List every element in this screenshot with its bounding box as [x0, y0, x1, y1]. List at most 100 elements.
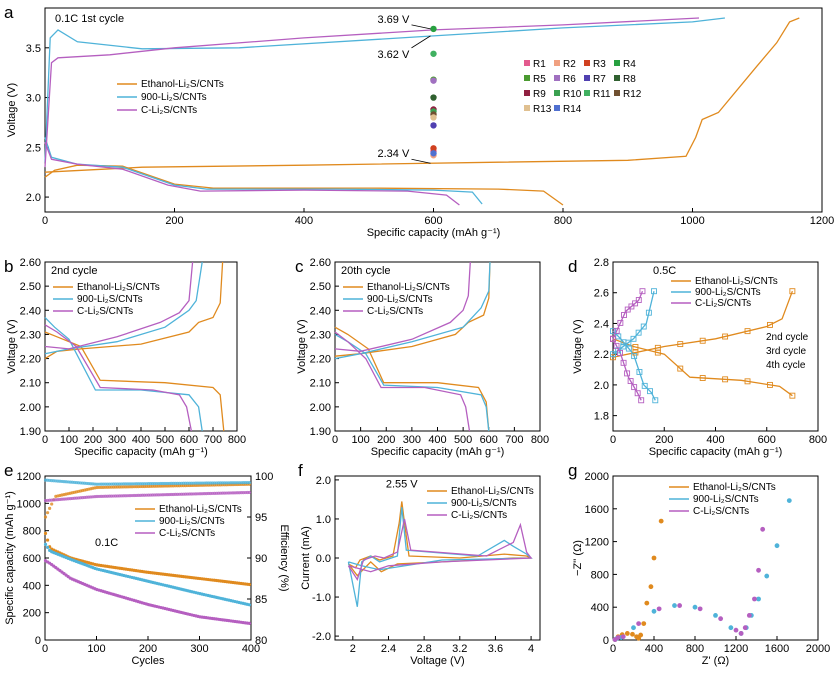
legend-label: Ethanol-Li₂S/CNTs [695, 276, 778, 287]
legend-label: Ethanol-Li₂S/CNTs [77, 282, 160, 293]
replicate-marker [430, 114, 437, 121]
y-tick-label: 2.30 [20, 329, 41, 341]
replicate-legend-label: R3 [593, 59, 606, 70]
cycle-marker [610, 328, 616, 335]
cycle-marker [651, 288, 657, 295]
nyquist-point [692, 604, 698, 610]
cycle-marker [652, 397, 659, 404]
legend-label: 900-Li₂S/CNTs [159, 516, 225, 527]
panel-letter: a [4, 3, 14, 22]
y-tick-label: 0 [603, 635, 609, 647]
cycle-marker [639, 288, 646, 295]
legend-label: 900-Li₂S/CNTs [695, 287, 761, 298]
replicate-marker [430, 122, 437, 129]
cycle-legend-label: 4th cycle [766, 360, 806, 371]
y-axis-label: Specific capacity (mAh g⁻¹) [4, 491, 16, 625]
x-tick-label: 700 [505, 434, 523, 446]
cv-curve [347, 518, 533, 582]
y-tick-label: 800 [23, 526, 41, 538]
panel-letter: g [568, 461, 577, 480]
replicate-marker [430, 77, 437, 84]
nyquist-point [752, 596, 757, 602]
cycle-marker [699, 337, 706, 344]
chart-title: 0.1C [95, 537, 118, 549]
x-tick-label: 4 [528, 643, 534, 655]
x-tick-label: 0 [42, 215, 48, 227]
x-axis-label: Specific capacity (mAh g⁻¹) [367, 227, 501, 239]
peak-annotation: 2.55 V [386, 478, 418, 490]
chart-title: 20th cycle [341, 265, 391, 277]
legend-label: C-Li₂S/CNTs [159, 528, 215, 539]
capacity-point [45, 545, 50, 549]
x-tick-label: 2.4 [381, 643, 396, 655]
x-tick-label: 300 [108, 434, 126, 446]
legend-label: 900-Li₂S/CNTs [141, 92, 207, 103]
discharge-curve [44, 164, 564, 206]
nyquist-point [630, 631, 635, 637]
cycle-marker [617, 349, 623, 356]
y-tick-label: 2.20 [20, 354, 41, 366]
x-axis-label: Z' (Ω) [702, 655, 729, 667]
x-tick-label: 200 [655, 434, 673, 446]
cycle-marker [624, 306, 631, 313]
replicate-marker [430, 50, 437, 57]
cycle-marker [628, 303, 635, 310]
cycle-marker [632, 349, 639, 356]
y-tick-label: 1.0 [316, 514, 331, 526]
x-tick-label: 600 [424, 215, 442, 227]
nyquist-point [658, 518, 664, 524]
replicate-marker [430, 25, 437, 33]
y-tick-label: 800 [591, 569, 609, 581]
y-tick-label: 3.5 [26, 43, 41, 55]
y2-axis-label: Efficiency (%) [278, 524, 290, 591]
panel-letter: d [568, 257, 577, 276]
x-tick-label: 3.2 [452, 643, 467, 655]
replicate-legend-swatch [524, 90, 530, 96]
replicate-legend-swatch [554, 105, 560, 111]
nyquist-point [733, 627, 739, 633]
cycle-marker [744, 328, 751, 335]
x-axis-label: Specific capacity (mAh g⁻¹) [649, 446, 783, 458]
replicate-legend-swatch [524, 60, 530, 66]
cycle-marker [636, 368, 643, 375]
cycle-marker [610, 335, 616, 342]
discharge-curve [44, 142, 460, 206]
annotation-arrow [411, 24, 431, 30]
discharge-curve [44, 137, 483, 205]
nyquist-point [713, 613, 718, 618]
cycle-marker [613, 327, 620, 334]
x-tick-label: 700 [204, 434, 222, 446]
replicate-legend-swatch [614, 90, 620, 96]
x-tick-label: 1200 [810, 215, 834, 227]
legend-label: C-Li₂S/CNTs [367, 306, 423, 317]
cycle-marker [699, 375, 706, 381]
annotation-arrow [411, 35, 431, 49]
y-tick-label: 0 [35, 635, 41, 647]
y2-tick-label: 95 [255, 512, 267, 524]
legend-label: 900-Li₂S/CNTs [693, 494, 759, 505]
y-tick-label: 3.0 [26, 93, 41, 105]
cycle-marker [610, 354, 616, 361]
y-tick-label: 2.0 [26, 192, 41, 204]
legend-label: C-Li₂S/CNTs [693, 506, 749, 517]
y-tick-label: 2.00 [310, 402, 331, 414]
replicate-marker [430, 150, 437, 157]
cycle-marker [641, 382, 648, 389]
replicate-legend-swatch [584, 90, 590, 96]
x-tick-label: 1200 [724, 643, 748, 655]
y-tick-label: 2.20 [310, 354, 331, 366]
cycle-marker [631, 384, 638, 391]
x-tick-label: 800 [809, 434, 827, 446]
nyquist-point [738, 631, 744, 636]
charge-curve [44, 17, 800, 173]
nyquist-point [638, 632, 644, 638]
legend-label: 900-Li₂S/CNTs [367, 294, 433, 305]
y-tick-label: 1200 [17, 471, 41, 483]
panel-letter: b [4, 257, 13, 276]
nyquist-point [756, 567, 761, 573]
x-tick-label: 500 [156, 434, 174, 446]
y-tick-label: 2.6 [594, 288, 609, 300]
y-tick-label: 2.50 [310, 281, 331, 293]
cycle-marker [722, 376, 729, 383]
nyquist-point [656, 606, 662, 612]
